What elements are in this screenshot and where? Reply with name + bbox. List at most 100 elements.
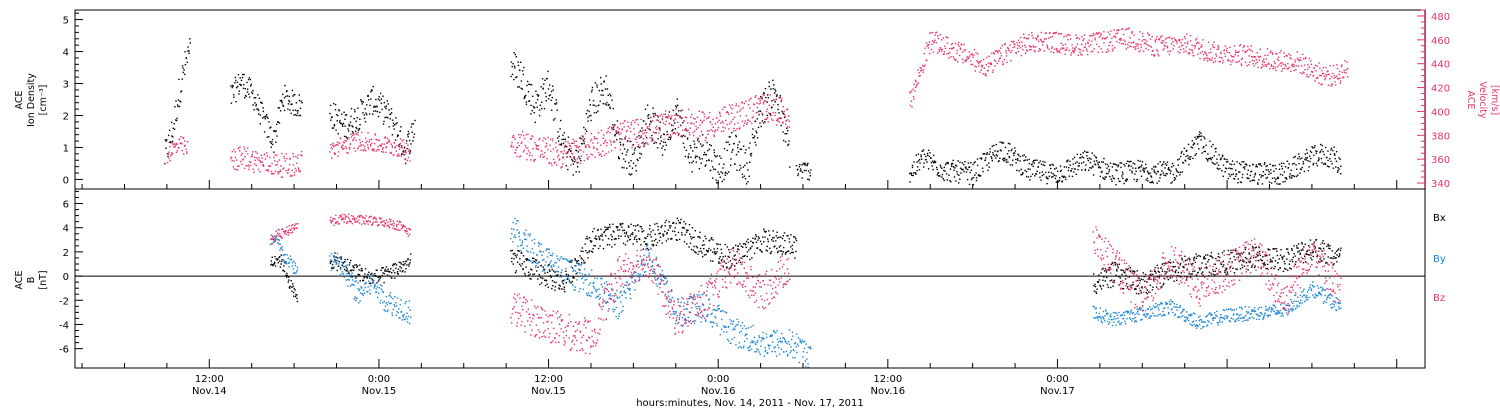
- data-point-density: [748, 175, 750, 177]
- data-point-velocity: [344, 139, 346, 142]
- data-point-bx: [1172, 266, 1175, 268]
- data-point-velocity: [1074, 47, 1076, 50]
- data-point-bx: [1205, 254, 1207, 256]
- data-point-velocity: [1327, 84, 1330, 86]
- data-point-velocity: [1318, 62, 1320, 64]
- data-point-density: [1028, 162, 1031, 165]
- data-point-density: [179, 100, 181, 102]
- data-point-velocity: [1079, 51, 1081, 53]
- data-point-density: [1190, 156, 1192, 158]
- data-point-density: [1023, 160, 1025, 162]
- data-point-density: [379, 92, 382, 95]
- data-point-bx: [1309, 239, 1312, 241]
- data-point-velocity: [963, 43, 965, 46]
- data-point-density: [929, 152, 931, 154]
- data-point-velocity: [590, 153, 592, 155]
- data-point-velocity: [997, 51, 999, 54]
- data-point-velocity: [638, 131, 640, 134]
- data-point-density: [1123, 163, 1125, 166]
- data-point-velocity: [533, 160, 535, 162]
- data-point-density: [993, 144, 995, 147]
- data-point-bx: [276, 259, 279, 261]
- data-point-velocity: [1031, 34, 1033, 36]
- data-point-velocity: [352, 138, 355, 141]
- data-point-density: [638, 135, 640, 137]
- data-point-density: [1089, 167, 1091, 169]
- data-point-bx: [714, 250, 716, 253]
- data-point-density: [934, 161, 937, 163]
- data-point-velocity: [292, 153, 294, 155]
- data-point-density: [1248, 177, 1250, 180]
- data-point-bx: [1202, 275, 1204, 277]
- data-point-velocity: [1090, 34, 1092, 37]
- data-point-bx: [642, 248, 644, 250]
- data-point-velocity: [1264, 54, 1266, 56]
- data-point-density: [1137, 159, 1139, 162]
- data-point-bx: [537, 278, 539, 280]
- data-point-velocity: [724, 127, 726, 129]
- data-point-velocity: [1057, 32, 1060, 35]
- data-point-bx: [648, 228, 651, 230]
- data-point-velocity: [376, 149, 379, 151]
- data-point-bx: [669, 227, 671, 229]
- data-point-velocity: [596, 142, 599, 144]
- data-point-velocity: [1157, 53, 1159, 55]
- data-point-velocity: [1229, 60, 1231, 62]
- data-point-density: [1164, 175, 1167, 177]
- data-point-density: [668, 111, 671, 113]
- data-point-velocity: [1321, 69, 1323, 72]
- data-point-density: [1106, 163, 1109, 166]
- data-point-density: [716, 155, 718, 157]
- data-point-density: [274, 130, 276, 133]
- data-point-velocity: [231, 160, 233, 162]
- data-point-velocity: [699, 119, 702, 121]
- data-point-density: [1039, 176, 1041, 178]
- data-point-density: [234, 76, 237, 79]
- data-point-velocity: [656, 119, 659, 122]
- data-point-bx: [400, 263, 402, 265]
- data-point-bx: [1222, 260, 1224, 262]
- data-point-density: [268, 136, 270, 138]
- data-point-density: [333, 124, 336, 126]
- data-point-velocity: [1234, 50, 1237, 52]
- data-point-density: [1195, 153, 1197, 155]
- data-point-velocity: [707, 117, 709, 119]
- data-point-density: [749, 142, 751, 144]
- data-point-density: [680, 110, 682, 112]
- data-point-velocity: [1021, 41, 1023, 43]
- data-point-density: [1273, 170, 1275, 172]
- data-point-velocity: [682, 129, 684, 132]
- data-point-velocity: [1123, 39, 1125, 41]
- data-point-bx: [1322, 247, 1325, 250]
- data-point-velocity: [346, 138, 349, 140]
- data-point-density: [617, 132, 620, 134]
- data-point-density: [541, 101, 543, 103]
- data-point-density: [771, 100, 773, 102]
- data-point-bx: [1162, 284, 1164, 286]
- data-point-velocity: [1225, 49, 1228, 52]
- data-point-bx: [1273, 248, 1275, 250]
- data-point-velocity: [1169, 50, 1172, 52]
- data-point-density: [357, 107, 359, 109]
- data-point-density: [989, 151, 991, 153]
- data-point-bx: [349, 262, 351, 264]
- data-point-density: [1249, 174, 1251, 177]
- data-point-density: [267, 117, 269, 119]
- data-point-density: [1163, 174, 1165, 176]
- data-point-density: [706, 160, 708, 162]
- data-point-velocity: [238, 147, 240, 149]
- data-point-density: [918, 169, 921, 171]
- data-point-density: [576, 162, 578, 164]
- data-point-velocity: [918, 75, 920, 77]
- data-point-bx: [718, 261, 720, 263]
- data-point-density: [551, 109, 553, 111]
- data-point-velocity: [1082, 50, 1084, 52]
- data-point-velocity: [640, 118, 642, 121]
- data-point-density: [522, 73, 524, 76]
- data-point-density: [510, 75, 512, 78]
- data-point-density: [972, 184, 975, 186]
- data-point-bx: [598, 235, 600, 238]
- data-point-bx: [599, 235, 602, 237]
- data-point-density: [992, 152, 994, 154]
